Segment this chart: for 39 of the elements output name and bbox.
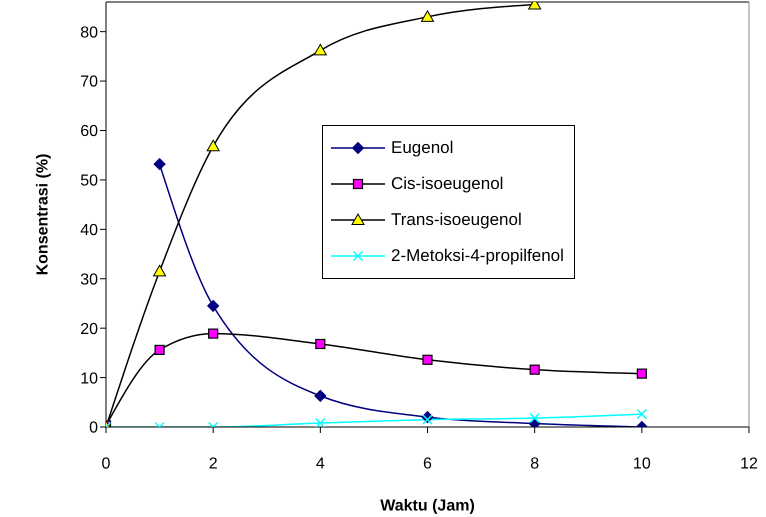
y-axis-title: Konsentrasi (%) xyxy=(34,154,52,276)
point xyxy=(530,364,540,375)
x-tick-label: 0 xyxy=(102,455,111,472)
x-tick-label: 6 xyxy=(423,455,432,472)
point xyxy=(314,44,327,56)
y-tick-label: 30 xyxy=(80,271,98,288)
point xyxy=(208,328,218,339)
point xyxy=(636,368,647,379)
point xyxy=(206,140,220,152)
point xyxy=(315,338,326,350)
y-tick-label: 20 xyxy=(80,320,98,338)
y-tick-label: 10 xyxy=(80,370,98,388)
point xyxy=(529,412,540,424)
y-tick-label: 50 xyxy=(80,172,98,190)
y-tick-label: 80 xyxy=(80,24,98,42)
point xyxy=(154,158,166,170)
x-tick-label: 2 xyxy=(208,455,218,472)
point xyxy=(422,354,433,365)
point xyxy=(314,390,326,402)
y-tick-label: 0 xyxy=(89,420,98,437)
point xyxy=(154,344,165,356)
y-tick-label: 70 xyxy=(80,74,98,91)
x-tick-label: 12 xyxy=(740,455,758,472)
y-tick-label: 60 xyxy=(80,123,98,140)
legend-label: Cis-isoeugenol xyxy=(391,174,504,194)
x-tick-label: 4 xyxy=(316,455,325,472)
y-tick-label: 40 xyxy=(80,222,98,240)
point xyxy=(636,408,648,420)
x-axis-title: Waktu (Jam) xyxy=(380,497,475,514)
point xyxy=(207,300,220,312)
x-tick-label: 10 xyxy=(632,455,651,472)
point xyxy=(315,418,326,427)
point xyxy=(422,414,433,425)
legend-label: Trans-isoeugenol xyxy=(391,210,522,230)
point xyxy=(153,264,166,276)
point xyxy=(421,10,434,22)
x-tick-label: 8 xyxy=(530,455,540,472)
legend-label: 2-Metoksi-4-propilfenol xyxy=(391,246,564,266)
legend-label: Eugenol xyxy=(391,138,454,158)
